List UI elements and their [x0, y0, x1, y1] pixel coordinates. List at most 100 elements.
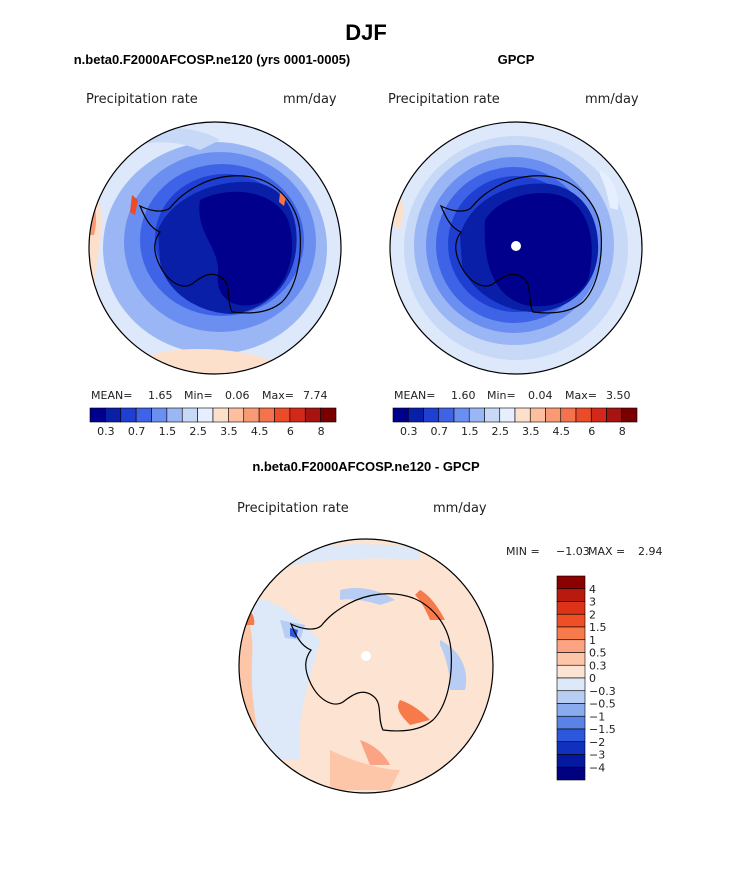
gpcp-colorbar-tick-label: 0.7	[431, 425, 449, 438]
difference-colorbar-tick-label: −3	[589, 749, 605, 762]
model-colorbar-swatch	[166, 407, 183, 423]
gpcp-colorbar-tick-label: 8	[619, 425, 626, 438]
gpcp-stats: MEAN= 1.60 Min= 0.04 Max= 3.50	[394, 389, 631, 402]
model-colorbar-swatch	[320, 407, 337, 423]
difference-colorbar-tick-label: 1.5	[589, 621, 607, 634]
difference-max-label: MAX =	[588, 545, 625, 558]
panel-model-title: n.beta0.F2000AFCOSP.ne120 (yrs 0001-0005…	[74, 52, 351, 67]
gpcp-colorbar-swatch	[606, 407, 623, 423]
gpcp-colorbar-swatch	[423, 407, 440, 423]
difference-colorbar-tick-label: −1.5	[589, 723, 616, 736]
difference-colorbar-swatch	[556, 588, 586, 602]
model-colorbar-tick-label: 2.5	[189, 425, 207, 438]
model-colorbar-swatch	[258, 407, 275, 423]
model-colorbar-swatch	[289, 407, 306, 423]
model-colorbar-swatch	[197, 407, 214, 423]
model-colorbar-tick-label: 4.5	[251, 425, 269, 438]
difference-colorbar-swatch	[556, 677, 586, 692]
difference-map-border	[238, 538, 494, 794]
model-colorbar-swatch	[274, 407, 291, 423]
difference-colorbar-tick-label: 0	[589, 672, 596, 685]
model-colorbar-tick-label: 0.3	[97, 425, 115, 438]
gpcp-variable-label: Precipitation rate	[388, 92, 500, 107]
model-colorbar-swatch	[243, 407, 260, 423]
gpcp-min-label: Min=	[487, 389, 516, 402]
gpcp-colorbar-swatch	[407, 407, 424, 423]
model-colorbar-swatch	[120, 407, 137, 423]
difference-colorbar-swatch	[556, 715, 586, 730]
gpcp-colorbar-tick-label: 1.5	[461, 425, 479, 438]
difference-max-value: 2.94	[638, 545, 663, 558]
difference-colorbar-swatch	[556, 664, 586, 679]
panel-gpcp-title: GPCP	[498, 52, 535, 67]
model-colorbar-tick-label: 8	[318, 425, 325, 438]
difference-colorbar-tick-label: 3	[589, 596, 596, 609]
difference-colorbar-swatch	[556, 766, 586, 781]
gpcp-map-border	[389, 121, 643, 375]
difference-colorbar-swatch	[556, 741, 586, 755]
gpcp-units-label: mm/day	[585, 92, 639, 107]
model-colorbar-tick-label: 0.7	[128, 425, 146, 438]
difference-colorbar-swatch	[556, 703, 586, 717]
difference-colorbar-tick-label: 0.3	[589, 659, 607, 672]
gpcp-colorbar-tick-label: 6	[588, 425, 595, 438]
gpcp-colorbar: 0.3 0.7 1.5 2.5 3.5 4.5 6 8	[392, 407, 638, 438]
model-colorbar-swatch	[181, 407, 198, 423]
difference-colorbar-tick-label: −0.5	[589, 698, 616, 711]
model-min-label: Min=	[184, 389, 213, 402]
gpcp-colorbar-swatch	[621, 407, 638, 423]
model-precip-map	[88, 121, 342, 375]
model-max-value: 7.74	[303, 389, 328, 402]
gpcp-colorbar-swatch	[529, 407, 546, 423]
difference-colorbar-swatch	[556, 626, 586, 641]
difference-min-value: −1.03	[556, 545, 590, 558]
difference-colorbar-tick-label: 1	[589, 634, 596, 647]
gpcp-colorbar-swatch	[560, 407, 577, 423]
difference-colorbar-tick-label: −1	[589, 710, 605, 723]
model-stats: MEAN= 1.65 Min= 0.06 Max= 7.74	[91, 389, 328, 402]
model-max-label: Max=	[262, 389, 294, 402]
diff-units-label: mm/day	[433, 501, 487, 516]
gpcp-pole-marker	[511, 241, 521, 251]
difference-colorbar-swatch	[556, 754, 586, 768]
gpcp-max-label: Max=	[565, 389, 597, 402]
difference-colorbar-tick-label: 2	[589, 608, 596, 621]
gpcp-coastline	[439, 175, 602, 314]
gpcp-colorbar-tick-label: 3.5	[522, 425, 540, 438]
gpcp-colorbar-swatch	[499, 407, 516, 423]
model-coastline	[138, 175, 301, 314]
difference-colorbar-swatch	[556, 613, 586, 628]
model-colorbar-swatch	[151, 407, 168, 423]
gpcp-colorbar-tick-label: 0.3	[400, 425, 418, 438]
model-min-value: 0.06	[225, 389, 250, 402]
difference-coastline	[289, 593, 452, 732]
gpcp-colorbar-swatch	[438, 407, 455, 423]
model-colorbar-tick-label: 6	[287, 425, 294, 438]
gpcp-colorbar-swatch	[514, 407, 531, 423]
difference-colorbar-tick-label: 4	[589, 583, 596, 596]
difference-colorbar-swatch	[556, 728, 586, 743]
difference-pole-marker	[361, 651, 371, 661]
difference-colorbar-swatch	[556, 652, 586, 666]
model-colorbar: 0.3 0.7 1.5 2.5 3.5 4.5 6 8	[89, 407, 337, 438]
difference-min-label: MIN =	[506, 545, 540, 558]
gpcp-colorbar-swatch	[590, 407, 607, 423]
gpcp-precip-map	[389, 121, 643, 375]
difference-colorbar-tick-label: −0.3	[589, 685, 616, 698]
gpcp-colorbar-swatch	[468, 407, 485, 423]
panel-difference-title: n.beta0.F2000AFCOSP.ne120 - GPCP	[252, 459, 480, 474]
difference-stats: MIN = −1.03 MAX = 2.94	[506, 545, 663, 558]
difference-colorbar-tick-label: −2	[589, 736, 605, 749]
gpcp-colorbar-swatch	[575, 407, 592, 423]
gpcp-colorbar-swatch	[484, 407, 501, 423]
difference-colorbar-swatch	[556, 690, 586, 704]
model-colorbar-swatch	[135, 407, 152, 423]
difference-colorbar-swatch	[556, 639, 586, 653]
model-mean-label: MEAN=	[91, 389, 132, 402]
gpcp-colorbar-tick-label: 2.5	[492, 425, 510, 438]
difference-precip-map	[238, 538, 494, 794]
model-colorbar-swatch	[228, 407, 245, 423]
gpcp-mean-label: MEAN=	[394, 389, 435, 402]
gpcp-max-value: 3.50	[606, 389, 631, 402]
model-colorbar-swatch	[212, 407, 229, 423]
